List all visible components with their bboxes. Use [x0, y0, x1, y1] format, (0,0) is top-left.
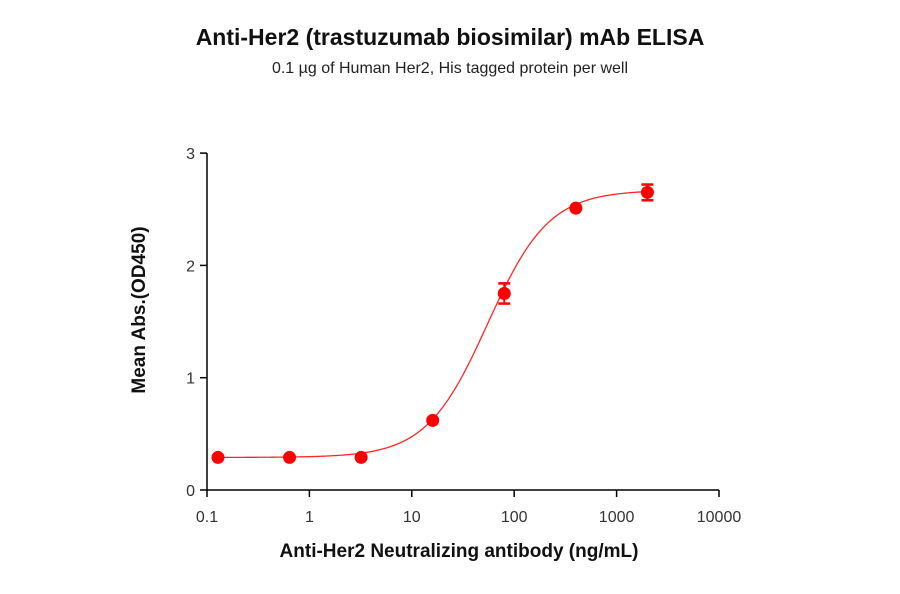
data-point	[569, 201, 583, 215]
chart-title: Anti-Her2 (trastuzumab biosimilar) mAb E…	[195, 24, 705, 50]
data-point	[211, 450, 225, 464]
x-tick-label: 10000	[697, 509, 742, 526]
data-point	[640, 185, 654, 199]
x-tick-label: 10	[403, 509, 421, 526]
x-tick-label: 1	[305, 509, 314, 526]
x-tick-label: 1000	[599, 509, 635, 526]
data-point	[497, 286, 511, 300]
data-point	[354, 450, 368, 464]
data-point	[283, 450, 297, 464]
x-tick-label: 100	[501, 509, 528, 526]
y-axis-label: Mean Abs.(OD450)	[129, 226, 150, 394]
x-tick-label: 0.1	[196, 509, 218, 526]
y-tick-label: 3	[186, 146, 195, 163]
y-tick-label: 0	[186, 483, 195, 500]
y-tick-label: 2	[186, 258, 195, 275]
y-tick-label: 1	[186, 371, 195, 388]
chart-subtitle: 0.1 µg of Human Her2, His tagged protein…	[271, 60, 629, 77]
x-axis-label: Anti-Her2 Neutralizing antibody (ng/mL)	[279, 541, 639, 562]
data-point	[426, 413, 440, 427]
